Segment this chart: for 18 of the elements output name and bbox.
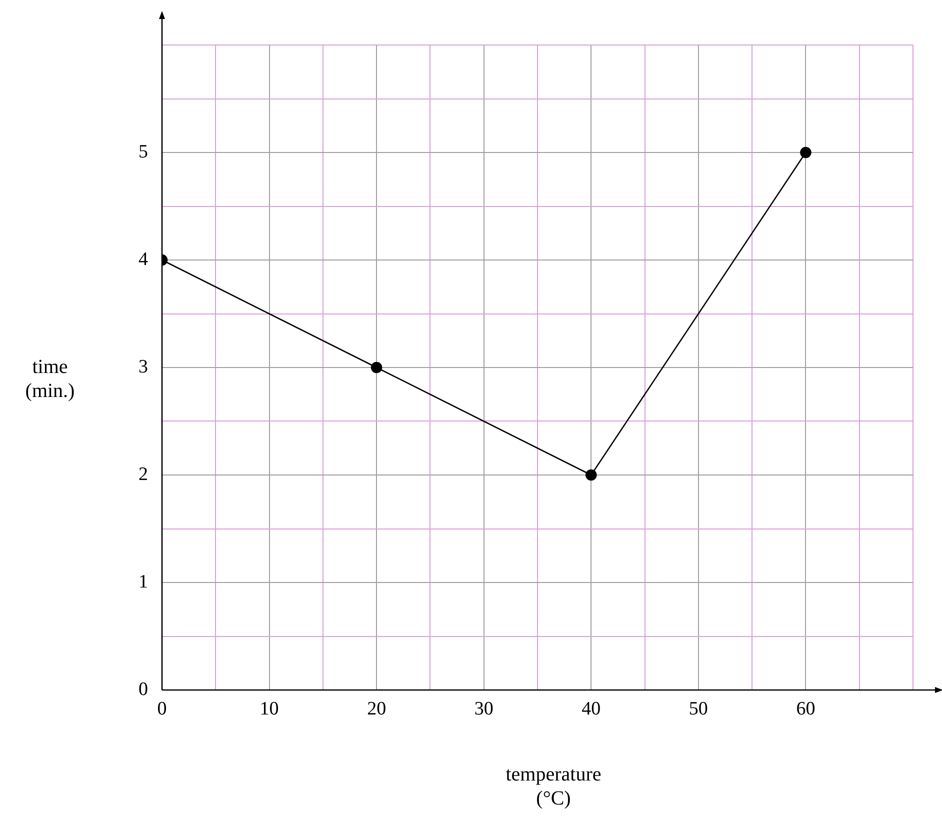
y-axis-title: time (min.): [25, 356, 75, 402]
y-tick-label: 4: [138, 248, 148, 270]
y-tick-label: 0: [138, 678, 148, 700]
point: [800, 146, 812, 158]
y-tick-label: 3: [138, 356, 148, 378]
y-tick-label: 5: [138, 141, 148, 162]
x-tick-label: 60: [796, 698, 816, 720]
y-tick-label: 2: [138, 464, 148, 485]
x-tick-label: 30: [474, 698, 494, 720]
x-tick-label: 40: [582, 698, 601, 720]
x-tick-label: 10: [260, 698, 279, 720]
y-tick-label: 1: [138, 571, 148, 592]
x-axis-title: temperature (°C): [506, 763, 602, 810]
point: [585, 469, 597, 481]
point: [370, 362, 382, 374]
x-tick-label: 20: [367, 698, 386, 720]
x-tick-label: 0: [157, 698, 167, 720]
x-tick-label: 50: [688, 698, 708, 720]
